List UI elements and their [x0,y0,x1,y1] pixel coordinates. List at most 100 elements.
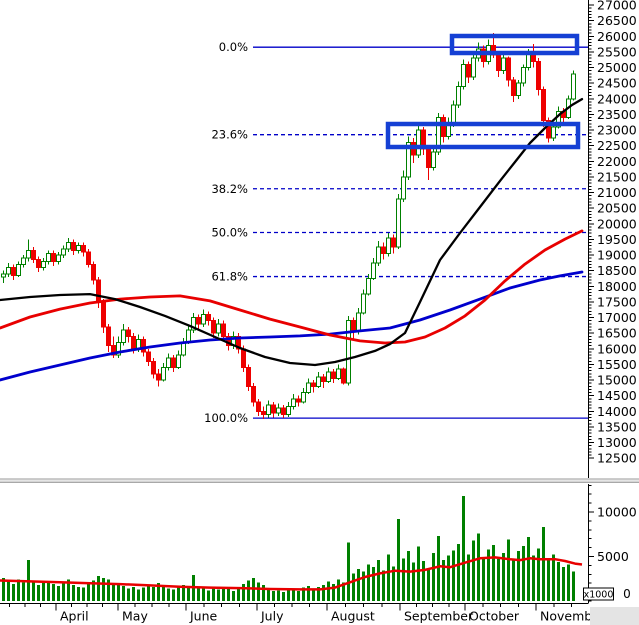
annotation-rectangles[interactable] [385,33,581,150]
candle-down [151,360,156,375]
volume-bar [507,539,510,601]
candle-down [251,385,256,403]
volume-bar [222,587,225,601]
ma-short-black [0,97,584,367]
volume-bar [117,584,120,601]
volume-bar [127,588,130,601]
volume-bar [37,584,40,601]
volume-bar [432,552,435,601]
volume-bar [77,586,80,601]
volume-zero-label: 0 [623,587,631,601]
volume-bar [522,545,525,601]
candle-up [346,320,351,384]
candle-up [471,57,476,78]
volume-bar [572,571,575,601]
candle-down [381,246,386,254]
volume-bar [437,536,440,601]
price-tick-label: 19000 [597,248,637,263]
volume-bar [217,589,220,601]
candle-up [551,126,556,139]
candle-down [351,320,356,333]
volume-y-axis: 5000 10000 [588,484,637,603]
candle-down [261,410,266,415]
candle-down [131,335,136,350]
candle-up [291,398,296,408]
price-tick-label: 18000 [597,279,637,294]
candle-down [426,148,431,168]
candle-up [401,176,406,200]
price-tick-label: 26500 [597,13,637,28]
candle-down [81,245,86,253]
volume-bar [302,587,305,601]
volume-bar [392,566,395,601]
candle-down [541,88,546,122]
candle-down [111,345,116,356]
candle-down [496,54,501,72]
price-tick-label: 19500 [597,232,637,247]
volume-bar [367,564,370,601]
candle-up [1,273,6,278]
volume-bar [72,584,75,601]
volume-bar [402,558,405,601]
volume-bar [442,560,445,601]
price-tick-label: 16500 [597,326,637,341]
annotation-rectangle-1[interactable] [449,33,580,56]
volume-bar [57,585,60,601]
volume-bar [22,582,25,601]
volume-bar [332,584,335,601]
volume-bar [307,585,310,601]
candle-down [296,398,301,403]
candle-up [121,329,126,343]
price-tick-label: 23000 [597,123,637,138]
candle-up [286,406,291,415]
volume-bar [242,584,245,601]
candle-up [276,407,281,414]
volume-bar [267,589,270,601]
annotation-rectangle-2[interactable] [385,121,581,150]
volume-bar [292,588,295,601]
ma-long-blue [0,270,584,382]
volume-bar [262,584,265,601]
candle-down [331,371,336,379]
volume-bar [562,567,565,601]
volume-bar [177,587,180,601]
candle-down [241,348,246,368]
candle-up [461,63,466,87]
volume-bar [327,581,330,601]
candle-up [451,104,456,125]
volume-bar [187,586,190,601]
volume-bar [32,580,35,601]
price-tick-label: 25500 [597,44,637,59]
price-tick-label: 18500 [597,263,637,278]
candle-down [171,357,176,368]
corner-filler [590,607,639,625]
candle-up [46,252,51,262]
multiplier-label: x1000 [584,590,614,601]
candle-up [56,254,61,262]
volume-bar [202,588,205,601]
candle-down [91,263,96,281]
candle-up [26,249,31,259]
volume-bar [337,579,340,601]
price-tick-label: 22500 [597,138,637,153]
volume-bar [47,581,50,601]
fib-label: 100.0% [204,411,248,425]
price-tick-label: 23500 [597,107,637,122]
candle-up [176,354,181,368]
volume-bar [152,586,155,601]
price-y-axis: 1250013000135001400014500150001550016000… [588,0,637,478]
panel-splitter[interactable] [0,478,639,484]
volume-bar [112,583,115,601]
fibonacci-lines [253,46,589,419]
candle-up [6,267,11,275]
candle-up [386,237,391,254]
price-tick-label: 17500 [597,294,637,309]
candle-down [86,251,91,265]
volume-bar [477,533,480,601]
volume-bar [42,583,45,601]
volume-bar [257,582,260,601]
volume-bar [542,527,545,601]
price-tick-label: 14000 [597,404,637,419]
